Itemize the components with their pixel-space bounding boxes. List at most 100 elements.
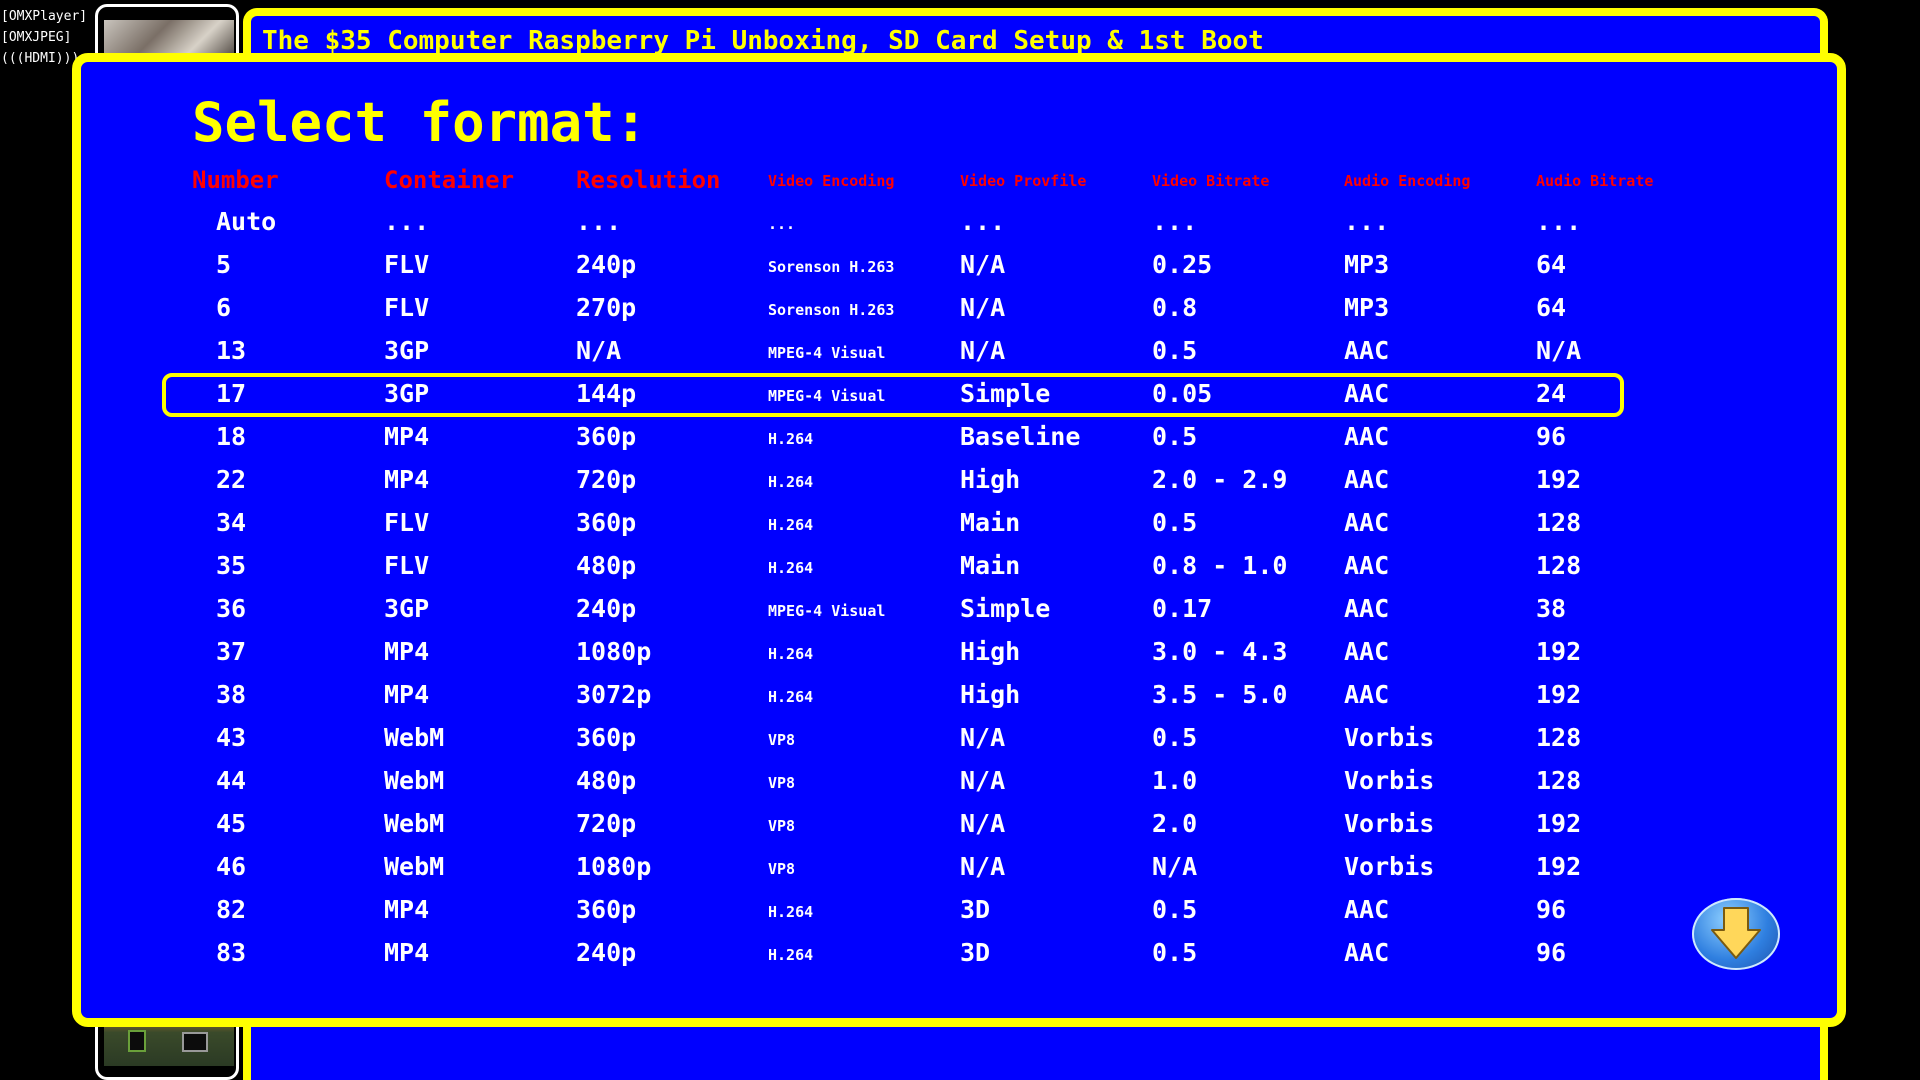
cell-video-bitrate: 0.5 <box>1152 336 1198 365</box>
cell-video-profile: Main <box>960 551 1021 580</box>
cell-audio-bitrate: ... <box>1536 207 1582 236</box>
cell-video-profile: N/A <box>960 336 1006 365</box>
format-row[interactable]: 83 MP4 240p H.264 3D 0.5 AAC 96 <box>0 931 1920 974</box>
cell-video-encoding: H.264 <box>768 946 814 964</box>
cell-video-profile: Simple <box>960 379 1051 408</box>
header-container: Container <box>384 166 515 194</box>
cell-container: MP4 <box>384 938 430 967</box>
cell-number: 36 <box>216 594 247 623</box>
header-resolution: Resolution <box>576 166 721 194</box>
cell-video-encoding: Sorenson H.263 <box>768 258 895 276</box>
format-row[interactable]: 37 MP4 1080p H.264 High 3.0 - 4.3 AAC 192 <box>0 630 1920 673</box>
cell-container: WebM <box>384 809 445 838</box>
format-row[interactable]: 35 FLV 480p H.264 Main 0.8 - 1.0 AAC 128 <box>0 544 1920 587</box>
format-row[interactable]: 36 3GP 240p MPEG-4 Visual Simple 0.17 AAC 38 <box>0 587 1920 630</box>
cell-video-bitrate: 3.5 - 5.0 <box>1152 680 1288 709</box>
cell-video-profile: High <box>960 637 1021 666</box>
cell-container: FLV <box>384 293 430 322</box>
cell-video-bitrate: 0.5 <box>1152 508 1198 537</box>
cell-video-bitrate: 0.25 <box>1152 250 1213 279</box>
cell-video-profile: Simple <box>960 594 1051 623</box>
cell-container: MP4 <box>384 422 430 451</box>
cell-video-bitrate: 0.5 <box>1152 723 1198 752</box>
cell-video-profile: N/A <box>960 293 1006 322</box>
cell-resolution: 240p <box>576 938 637 967</box>
cell-audio-bitrate: 192 <box>1536 809 1582 838</box>
video-title[interactable]: The $35 Computer Raspberry Pi Unboxing, … <box>262 26 1264 56</box>
cell-video-profile: 3D <box>960 895 991 924</box>
selection-highlight <box>162 373 1624 417</box>
cell-video-encoding: H.264 <box>768 516 814 534</box>
cell-number: 22 <box>216 465 247 494</box>
cell-video-bitrate: 0.5 <box>1152 422 1198 451</box>
cell-number: 5 <box>216 250 232 279</box>
cell-audio-encoding: AAC <box>1344 465 1390 494</box>
cell-video-encoding: VP8 <box>768 731 796 749</box>
cell-video-bitrate: 0.5 <box>1152 938 1198 967</box>
cell-video-profile: N/A <box>960 852 1006 881</box>
cell-video-encoding: VP8 <box>768 774 796 792</box>
cell-resolution: 3072p <box>576 680 652 709</box>
cell-number: 45 <box>216 809 247 838</box>
cell-container: MP4 <box>384 465 430 494</box>
format-row[interactable]: 34 FLV 360p H.264 Main 0.5 AAC 128 <box>0 501 1920 544</box>
cell-video-bitrate: 0.5 <box>1152 895 1198 924</box>
format-row[interactable]: 82 MP4 360p H.264 3D 0.5 AAC 96 <box>0 888 1920 931</box>
board-component <box>128 1030 146 1052</box>
cell-video-encoding: MPEG-4 Visual <box>768 602 886 620</box>
scroll-down-button[interactable] <box>1692 898 1780 970</box>
cell-video-encoding: H.264 <box>768 903 814 921</box>
cell-audio-encoding: Vorbis <box>1344 852 1435 881</box>
cell-container: FLV <box>384 508 430 537</box>
cell-resolution: 240p <box>576 594 637 623</box>
format-row[interactable]: 43 WebM 360p VP8 N/A 0.5 Vorbis 128 <box>0 716 1920 759</box>
cell-video-encoding: H.264 <box>768 559 814 577</box>
cell-video-bitrate: 0.8 - 1.0 <box>1152 551 1288 580</box>
cell-number: 35 <box>216 551 247 580</box>
cell-video-profile: High <box>960 465 1021 494</box>
cell-video-bitrate: 0.17 <box>1152 594 1213 623</box>
cell-audio-encoding: MP3 <box>1344 293 1390 322</box>
cell-audio-bitrate: 128 <box>1536 551 1582 580</box>
cell-audio-encoding: AAC <box>1344 508 1390 537</box>
cell-video-bitrate: 2.0 <box>1152 809 1198 838</box>
cell-audio-bitrate: 192 <box>1536 680 1582 709</box>
cell-video-profile: Main <box>960 508 1021 537</box>
header-video-bitrate: Video Bitrate <box>1152 172 1270 190</box>
header-number: Number <box>192 166 279 194</box>
cell-video-profile: High <box>960 680 1021 709</box>
cell-audio-encoding: AAC <box>1344 551 1390 580</box>
format-row[interactable]: 18 MP4 360p H.264 Baseline 0.5 AAC 96 <box>0 415 1920 458</box>
format-row[interactable]: 45 WebM 720p VP8 N/A 2.0 Vorbis 192 <box>0 802 1920 845</box>
cell-resolution: 240p <box>576 250 637 279</box>
cell-number: 44 <box>216 766 247 795</box>
cell-number: 17 <box>216 379 247 408</box>
video-thumbnail[interactable] <box>104 20 234 58</box>
cell-audio-bitrate: 96 <box>1536 895 1567 924</box>
cell-audio-encoding: AAC <box>1344 594 1390 623</box>
cell-container: WebM <box>384 723 445 752</box>
cell-audio-bitrate: 128 <box>1536 723 1582 752</box>
format-row[interactable]: Auto..................... <box>0 200 1920 243</box>
cell-container: FLV <box>384 250 430 279</box>
cell-resolution: 270p <box>576 293 637 322</box>
cell-resolution: 480p <box>576 551 637 580</box>
down-arrow-icon <box>1711 907 1761 959</box>
cell-video-bitrate: 1.0 <box>1152 766 1198 795</box>
cell-audio-encoding: AAC <box>1344 637 1390 666</box>
format-row[interactable]: 38 MP4 3072p H.264 High 3.5 - 5.0 AAC 192 <box>0 673 1920 716</box>
cell-container: WebM <box>384 766 445 795</box>
format-row[interactable]: 17 3GP 144p MPEG-4 Visual Simple 0.05 AAC 24 <box>0 372 1920 415</box>
format-row[interactable]: 22 MP4 720p H.264 High 2.0 - 2.9 AAC 192 <box>0 458 1920 501</box>
cell-video-encoding: VP8 <box>768 860 796 878</box>
status-hdmi: (((HDMI))) <box>1 51 80 66</box>
format-row[interactable]: 5 FLV 240p Sorenson H.263 N/A 0.25 MP3 64 <box>0 243 1920 286</box>
cell-audio-bitrate: 128 <box>1536 508 1582 537</box>
format-row[interactable]: 44 WebM 480p VP8 N/A 1.0 Vorbis 128 <box>0 759 1920 802</box>
format-row[interactable]: 6 FLV 270p Sorenson H.263 N/A 0.8 MP3 64 <box>0 286 1920 329</box>
format-row[interactable]: 46 WebM 1080p VP8 N/A N/A Vorbis 192 <box>0 845 1920 888</box>
cell-video-encoding: MPEG-4 Visual <box>768 387 886 405</box>
format-row[interactable]: 13 3GP N/A MPEG-4 Visual N/A 0.5 AAC N/A <box>0 329 1920 372</box>
cell-number: 34 <box>216 508 247 537</box>
cell-video-encoding: ... <box>768 215 796 233</box>
